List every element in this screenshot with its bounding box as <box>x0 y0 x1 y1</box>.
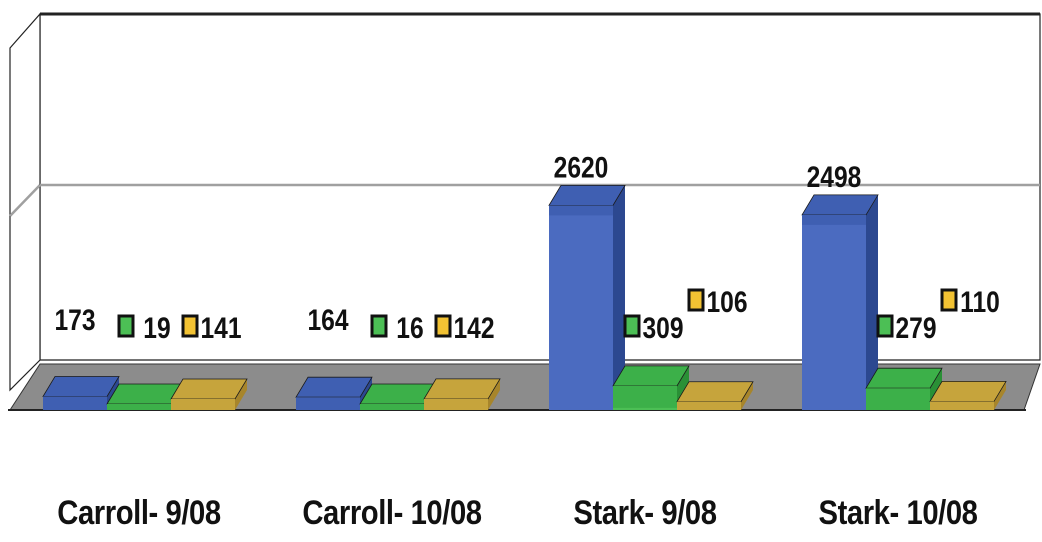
data-label: 2620 <box>554 150 609 184</box>
category-label: Carroll- 10/08 <box>302 494 482 532</box>
bar <box>801 194 879 410</box>
data-label: 106 <box>706 285 747 319</box>
bar-highlight <box>677 401 741 410</box>
bar-highlight <box>171 398 235 410</box>
bar-highlight <box>360 404 424 410</box>
bar-top-face <box>929 381 1007 402</box>
legend-key-icon <box>434 314 452 338</box>
bar-top-face <box>801 194 879 216</box>
legend-key-icon <box>876 314 894 338</box>
bar-side-face <box>235 378 247 410</box>
bar <box>865 367 943 410</box>
bar-side-face <box>741 381 753 410</box>
bar-top-face <box>612 365 690 387</box>
bar <box>423 378 501 410</box>
bar-top-face <box>295 376 373 398</box>
bar-highlight <box>424 398 488 410</box>
bar-highlight <box>866 388 930 410</box>
legend-key-icon <box>687 288 705 312</box>
bar <box>548 184 626 410</box>
bar-highlight <box>549 205 613 216</box>
bar-top-face <box>548 184 626 206</box>
data-label: 19 <box>143 311 170 345</box>
bar-highlight <box>296 397 360 410</box>
bar-side-face <box>613 185 625 410</box>
bar-highlight <box>43 396 107 410</box>
bar-highlight <box>613 385 677 408</box>
bar-top-face <box>676 381 754 403</box>
category-label: Stark- 10/08 <box>818 494 978 532</box>
data-label: 164 <box>307 303 349 337</box>
category-label: Stark- 9/08 <box>573 494 717 532</box>
bar-top-face <box>42 376 120 397</box>
data-label: 142 <box>453 311 494 345</box>
legend-key-icon <box>370 314 388 338</box>
back-wall <box>39 13 1041 361</box>
bar <box>170 378 248 410</box>
data-label: 16 <box>396 311 423 345</box>
bar-top-face <box>865 367 943 389</box>
bar-side-face <box>488 378 500 410</box>
bar-top-face <box>423 378 501 400</box>
data-label: 2498 <box>807 160 862 194</box>
data-label: 279 <box>895 311 936 345</box>
bar-front-face <box>802 214 866 410</box>
bar-highlight <box>930 401 994 410</box>
bar-highlight <box>107 404 171 410</box>
bar <box>295 376 373 410</box>
data-label: 309 <box>642 311 683 345</box>
gridline <box>9 184 41 217</box>
legend-key-icon <box>940 288 958 312</box>
data-label: 141 <box>200 311 241 345</box>
bar-side-face <box>994 381 1006 410</box>
data-label: 173 <box>54 303 95 337</box>
bar-highlight <box>802 214 866 225</box>
legend-key-icon <box>117 314 135 338</box>
legend-key-icon <box>623 314 641 338</box>
bar-side-face <box>866 194 878 410</box>
bar-front-face <box>549 205 613 410</box>
legend-key-icon <box>181 314 199 338</box>
data-label: 110 <box>960 285 1000 319</box>
bar-top-face <box>170 378 248 400</box>
bar <box>676 381 754 410</box>
category-label: Carroll- 9/08 <box>57 494 221 532</box>
bar <box>929 381 1007 410</box>
